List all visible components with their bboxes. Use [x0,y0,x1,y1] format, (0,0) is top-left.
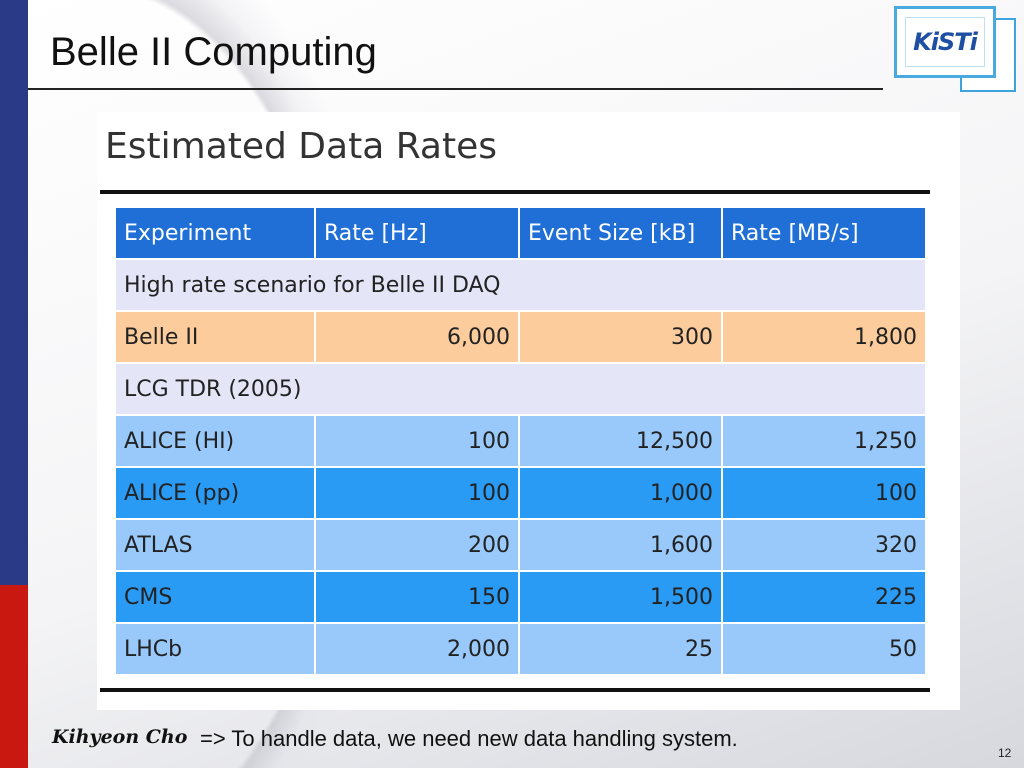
footer-note: => To handle data, we need new data hand… [200,726,738,751]
header-rate-hz: Rate [Hz] [314,206,520,260]
cell-rate-hz: 2,000 [314,622,520,676]
cell-event-size: 1,600 [518,518,723,572]
data-rates-table: Experiment Rate [Hz] Event Size [kB] Rat… [114,206,927,676]
cell-event-size: 300 [518,310,723,364]
cell-rate-mbs: 225 [721,570,927,624]
cell-experiment: CMS [114,570,316,624]
cell-event-size: 12,500 [518,414,723,468]
cell-experiment: ATLAS [114,518,316,572]
table-row-lhcb: LHCb 2,000 25 50 [114,622,927,676]
data-rates-panel: Estimated Data Rates Experiment Rate [Hz… [97,112,960,710]
panel-title: Estimated Data Rates [105,126,498,167]
cell-rate-mbs: 1,250 [721,414,927,468]
kisti-logo: KiSTi [892,6,1016,92]
cell-rate-hz: 100 [314,414,520,468]
section-label: High rate scenario for Belle II DAQ [114,258,927,312]
cell-rate-mbs: 1,800 [721,310,927,364]
table-row-cms: CMS 150 1,500 225 [114,570,927,624]
cell-experiment: ALICE (pp) [114,466,316,520]
author-name: Kihyeon Cho [52,726,188,748]
cell-experiment: ALICE (HI) [114,414,316,468]
cell-rate-hz: 6,000 [314,310,520,364]
panel-rule-top [100,190,930,194]
logo-frame-front: KiSTi [894,6,996,78]
cell-rate-mbs: 50 [721,622,927,676]
title-underline [28,88,883,90]
table-row-belle-ii: Belle II 6,000 300 1,800 [114,310,927,364]
cell-event-size: 25 [518,622,723,676]
cell-rate-hz: 200 [314,518,520,572]
cell-rate-mbs: 320 [721,518,927,572]
cell-event-size: 1,000 [518,466,723,520]
cell-rate-mbs: 100 [721,466,927,520]
left-bar-red [0,585,28,768]
section-row-belle-daq: High rate scenario for Belle II DAQ [114,258,927,312]
cell-experiment: Belle II [114,310,316,364]
cell-experiment: LHCb [114,622,316,676]
table-row-atlas: ATLAS 200 1,600 320 [114,518,927,572]
section-label: LCG TDR (2005) [114,362,927,416]
table-row-alice-hi: ALICE (HI) 100 12,500 1,250 [114,414,927,468]
table-row-alice-pp: ALICE (pp) 100 1,000 100 [114,466,927,520]
page-number: 12 [998,746,1012,760]
left-accent-bar [0,0,28,768]
header-rate-mbs: Rate [MB/s] [721,206,927,260]
header-experiment: Experiment [114,206,316,260]
logo-frame-inner: KiSTi [905,17,985,67]
section-row-lcg-tdr: LCG TDR (2005) [114,362,927,416]
left-bar-blue [0,0,28,585]
cell-rate-hz: 100 [314,466,520,520]
header-event-size: Event Size [kB] [518,206,723,260]
cell-rate-hz: 150 [314,570,520,624]
logo-wordmark: KiSTi [913,28,978,56]
panel-rule-bottom [100,688,930,692]
slide-title: Belle II Computing [50,30,377,74]
table-header-row: Experiment Rate [Hz] Event Size [kB] Rat… [114,206,927,260]
cell-event-size: 1,500 [518,570,723,624]
